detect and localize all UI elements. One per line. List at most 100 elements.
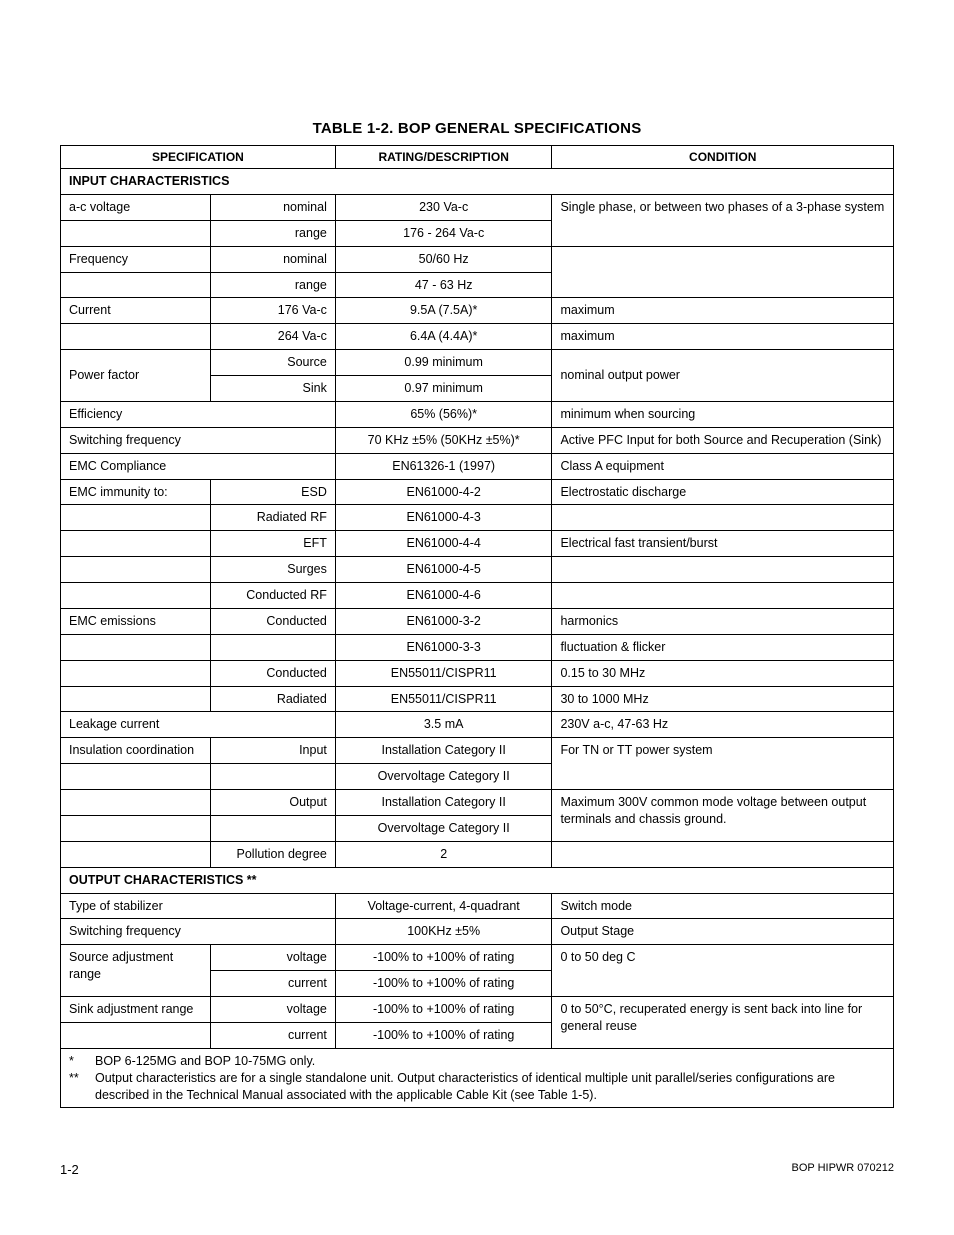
spec-sublabel: voltage — [210, 997, 335, 1023]
rating-cell: EN61000-4-2 — [335, 479, 552, 505]
table-row: Pollution degree 2 — [61, 841, 894, 867]
spec-sublabel: Conducted RF — [210, 583, 335, 609]
table-row: Radiated EN55011/CISPR11 30 to 1000 MHz — [61, 686, 894, 712]
cond-cell: Active PFC Input for both Source and Rec… — [552, 427, 894, 453]
spec-sublabel: Radiated — [210, 686, 335, 712]
cond-cell: 0.15 to 30 MHz — [552, 660, 894, 686]
spec-sublabel: Sink — [210, 376, 335, 402]
spec-label: EMC emissions — [61, 608, 211, 634]
cond-cell: fluctuation & flicker — [552, 634, 894, 660]
table-row: EMC immunity to: ESD EN61000-4-2 Electro… — [61, 479, 894, 505]
spec-sublabel: nominal — [210, 194, 335, 220]
rating-cell: Overvoltage Category II — [335, 815, 552, 841]
page-number: 1-2 — [60, 1162, 79, 1177]
spec-sublabel: Surges — [210, 557, 335, 583]
spec-table: SPECIFICATION RATING/DESCRIPTION CONDITI… — [60, 145, 894, 1108]
cond-cell: Electrical fast transient/burst — [552, 531, 894, 557]
rating-cell: 47 - 63 Hz — [335, 272, 552, 298]
footnote-text: Output characteristics are for a single … — [95, 1070, 885, 1104]
section-input: INPUT CHARACTERISTICS — [61, 169, 894, 195]
rating-cell: -100% to +100% of rating — [335, 971, 552, 997]
spec-label: Efficiency — [61, 401, 336, 427]
spec-label: Power factor — [61, 350, 211, 402]
rating-cell: 70 KHz ±5% (50KHz ±5%)* — [335, 427, 552, 453]
page-footer: 1-2 BOP HIPWR 070212 — [60, 1162, 894, 1177]
cond-cell: nominal output power — [552, 350, 894, 402]
table-row: EMC emissions Conducted EN61000-3-2 harm… — [61, 608, 894, 634]
spec-sublabel: Input — [210, 738, 335, 764]
spec-sublabel: Conducted — [210, 660, 335, 686]
rating-cell: EN55011/CISPR11 — [335, 686, 552, 712]
spec-sublabel: Source — [210, 350, 335, 376]
cond-cell: Single phase, or between two phases of a… — [552, 194, 894, 246]
cond-cell: Electrostatic discharge — [552, 479, 894, 505]
spec-label: EMC Compliance — [61, 453, 336, 479]
spec-sublabel: current — [210, 971, 335, 997]
cond-cell: Output Stage — [552, 919, 894, 945]
cond-cell: For TN or TT power system — [552, 738, 894, 790]
rating-cell: EN61000-3-3 — [335, 634, 552, 660]
cond-cell: Class A equipment — [552, 453, 894, 479]
table-row: Efficiency 65% (56%)* minimum when sourc… — [61, 401, 894, 427]
table-row: EMC Compliance EN61326-1 (1997) Class A … — [61, 453, 894, 479]
table-row: Current 176 Va-c 9.5A (7.5A)* maximum — [61, 298, 894, 324]
rating-cell: EN61000-4-5 — [335, 557, 552, 583]
footnote: * BOP 6-125MG and BOP 10-75MG only. — [69, 1053, 885, 1070]
rating-cell: -100% to +100% of rating — [335, 997, 552, 1023]
spec-sublabel: range — [210, 272, 335, 298]
table-row: EN61000-3-3 fluctuation & flicker — [61, 634, 894, 660]
spec-label: Type of stabilizer — [61, 893, 336, 919]
spec-sublabel: current — [210, 1022, 335, 1048]
rating-cell: Overvoltage Category II — [335, 764, 552, 790]
footnotes-row: * BOP 6-125MG and BOP 10-75MG only. ** O… — [61, 1048, 894, 1108]
table-row: Conducted RF EN61000-4-6 — [61, 583, 894, 609]
spec-sublabel: Output — [210, 790, 335, 816]
table-header-row: SPECIFICATION RATING/DESCRIPTION CONDITI… — [61, 146, 894, 169]
section-output: OUTPUT CHARACTERISTICS ** — [61, 867, 894, 893]
document-page: TABLE 1-2. BOP GENERAL SPECIFICATIONS SP… — [0, 0, 954, 1235]
spec-label: Source adjustment range — [61, 945, 211, 997]
spec-sublabel: EFT — [210, 531, 335, 557]
spec-label: Switching frequency — [61, 919, 336, 945]
spec-label: EMC immunity to: — [61, 479, 211, 505]
spec-label: Leakage current — [61, 712, 336, 738]
cond-cell: 230V a-c, 47-63 Hz — [552, 712, 894, 738]
rating-cell: 230 Va-c — [335, 194, 552, 220]
table-row: Sink adjustment range voltage -100% to +… — [61, 997, 894, 1023]
table-title: TABLE 1-2. BOP GENERAL SPECIFICATIONS — [60, 120, 894, 137]
spec-sublabel: 264 Va-c — [210, 324, 335, 350]
table-row: Switching frequency 100KHz ±5% Output St… — [61, 919, 894, 945]
rating-cell: 3.5 mA — [335, 712, 552, 738]
rating-cell: Installation Category II — [335, 738, 552, 764]
doc-id: BOP HIPWR 070212 — [791, 1162, 894, 1177]
col-spec: SPECIFICATION — [61, 146, 336, 169]
table-row: EFT EN61000-4-4 Electrical fast transien… — [61, 531, 894, 557]
col-rating: RATING/DESCRIPTION — [335, 146, 552, 169]
col-cond: CONDITION — [552, 146, 894, 169]
spec-sublabel: Pollution degree — [210, 841, 335, 867]
section-output-label: OUTPUT CHARACTERISTICS ** — [61, 867, 894, 893]
spec-label: Insulation coordination — [61, 738, 211, 764]
rating-cell: 6.4A (4.4A)* — [335, 324, 552, 350]
rating-cell: EN61326-1 (1997) — [335, 453, 552, 479]
spec-sublabel: nominal — [210, 246, 335, 272]
rating-cell: 0.97 minimum — [335, 376, 552, 402]
spec-label: Sink adjustment range — [61, 997, 211, 1023]
rating-cell: 50/60 Hz — [335, 246, 552, 272]
spec-sublabel: range — [210, 220, 335, 246]
footnote-mark: ** — [69, 1070, 85, 1104]
spec-label: a-c voltage — [61, 194, 211, 220]
table-row: Radiated RF EN61000-4-3 — [61, 505, 894, 531]
footnote: ** Output characteristics are for a sing… — [69, 1070, 885, 1104]
rating-cell: Installation Category II — [335, 790, 552, 816]
rating-cell: 9.5A (7.5A)* — [335, 298, 552, 324]
rating-cell: EN61000-3-2 — [335, 608, 552, 634]
rating-cell: 176 - 264 Va-c — [335, 220, 552, 246]
section-input-label: INPUT CHARACTERISTICS — [61, 169, 894, 195]
spec-label: Frequency — [61, 246, 211, 272]
spec-label: Current — [61, 298, 211, 324]
rating-cell: -100% to +100% of rating — [335, 1022, 552, 1048]
spec-sublabel: voltage — [210, 945, 335, 971]
rating-cell: EN61000-4-3 — [335, 505, 552, 531]
table-row: a-c voltage nominal 230 Va-c Single phas… — [61, 194, 894, 220]
